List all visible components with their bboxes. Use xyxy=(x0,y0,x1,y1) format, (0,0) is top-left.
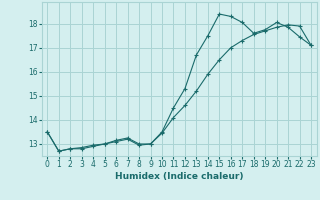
X-axis label: Humidex (Indice chaleur): Humidex (Indice chaleur) xyxy=(115,172,244,181)
